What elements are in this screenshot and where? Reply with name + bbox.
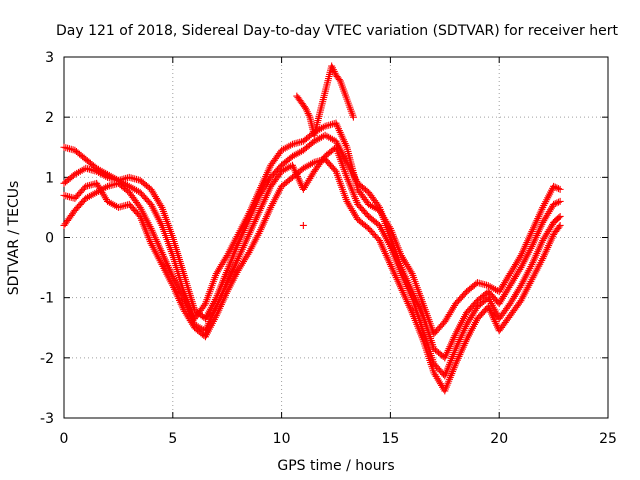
y-tick-label: 3 (45, 50, 54, 66)
x-axis-label: GPS time / hours (277, 458, 394, 474)
track-c-point (135, 202, 143, 210)
x-tick-label: 5 (168, 431, 177, 447)
track-d-point (516, 298, 524, 306)
track-d-point (556, 221, 564, 229)
spike-point (349, 113, 357, 121)
y-tick-label: 2 (45, 110, 54, 126)
track-a-point (553, 184, 561, 192)
track-c-point (555, 214, 563, 222)
x-tick-label: 0 (60, 431, 69, 447)
track-b-point (374, 202, 382, 210)
chart-title: Day 121 of 2018, Sidereal Day-to-day VTE… (56, 23, 618, 39)
track-b-point (550, 200, 558, 208)
track-a-point (200, 301, 208, 309)
track-a-point (550, 182, 558, 190)
spike-point (335, 76, 343, 84)
x-tick-label: 20 (490, 431, 508, 447)
outlier-point (299, 221, 307, 229)
track-a-point (551, 183, 559, 191)
y-tick-label: -3 (40, 411, 54, 427)
y-axis-label: SDTVAR / TECUs (6, 181, 22, 296)
track-d-point (555, 223, 563, 231)
track-d-point (331, 166, 339, 174)
y-tick-label: -2 (40, 351, 54, 367)
track-c-point (556, 212, 564, 220)
y-tick-label: -1 (40, 291, 54, 307)
axis-ticks: 0 5 10 15 20 25 -3 -2 -1 0 1 2 3 (40, 50, 617, 447)
track-b-point (553, 199, 561, 207)
y-tick-label: 1 (45, 170, 54, 186)
x-tick-label: 25 (599, 431, 617, 447)
track-a-point (556, 185, 564, 193)
track-b-point (554, 198, 562, 206)
track-b-point (556, 197, 564, 205)
x-tick-label: 10 (273, 431, 291, 447)
data-points (60, 62, 564, 395)
track-b-point (551, 200, 559, 208)
y-tick-label: 0 (45, 231, 54, 247)
x-tick-label: 15 (381, 431, 399, 447)
track-a-point (554, 185, 562, 193)
